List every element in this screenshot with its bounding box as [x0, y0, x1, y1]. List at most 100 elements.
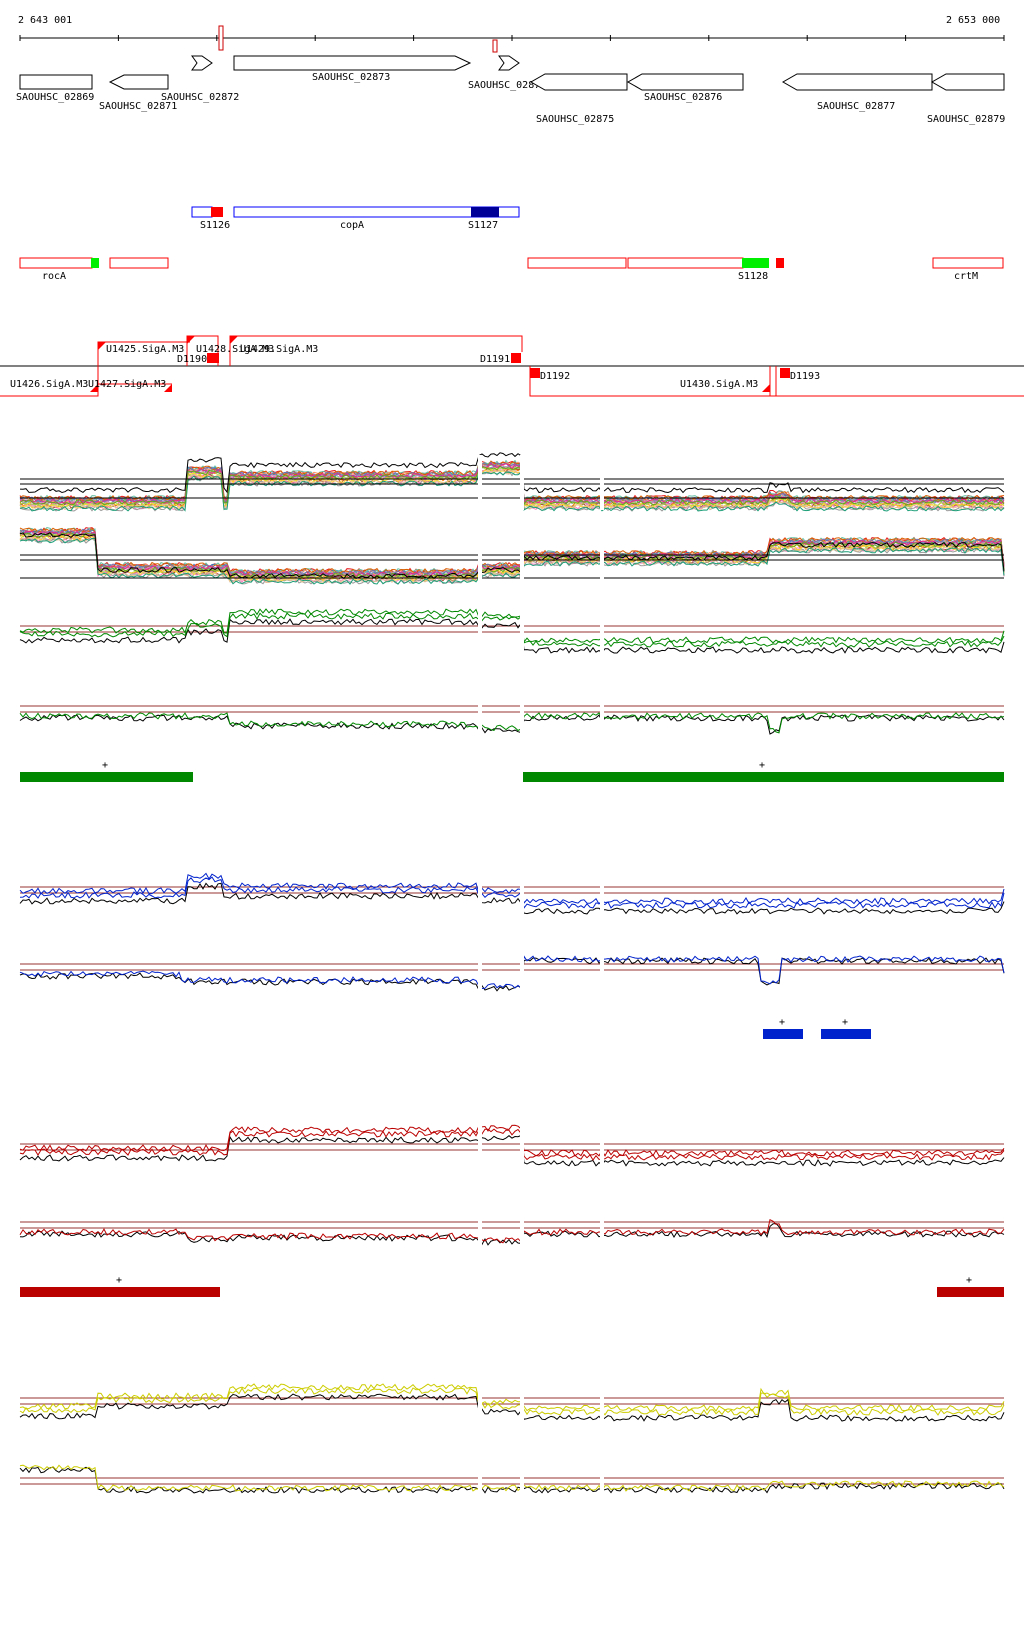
gene-label: SAOUHSC_02879 — [927, 114, 1005, 125]
feature-rocA[interactable] — [19, 257, 93, 269]
track-gap — [600, 1459, 604, 1509]
track-gap — [478, 945, 482, 995]
green-expression-track — [19, 607, 1005, 737]
segment-label: + — [116, 1275, 122, 1286]
gene-label: SAOUHSC_02875 — [536, 114, 614, 125]
track-gap — [600, 1379, 604, 1429]
track-gap — [478, 1459, 482, 1509]
condition-trace — [19, 714, 1005, 735]
gene-SAOUHSC_02874[interactable]: SAOUHSC_02874 — [468, 55, 546, 91]
track-gap — [600, 687, 604, 737]
tu-label: D1193 — [790, 371, 820, 382]
yellow-expression-track — [19, 1379, 1005, 1509]
condition-trace — [19, 460, 1005, 502]
red-segments: + + — [20, 1275, 1004, 1297]
feature-label: S1128 — [738, 271, 768, 282]
condition-trace — [19, 534, 1005, 582]
gene-SAOUHSC_02879[interactable]: SAOUHSC_02879 — [927, 73, 1005, 125]
gene-label: SAOUHSC_02871 — [99, 101, 177, 112]
track-gap — [478, 1379, 482, 1429]
gene-SAOUHSC_02872[interactable]: SAOUHSC_02872 — [161, 55, 239, 103]
condition-trace — [19, 1222, 1005, 1246]
gene-SAOUHSC_02877[interactable]: SAOUHSC_02877 — [781, 73, 933, 112]
track-gap — [600, 868, 604, 918]
condition-trace — [19, 608, 1005, 644]
gene-SAOUHSC_02873[interactable]: SAOUHSC_02873 — [233, 55, 472, 83]
track-gap — [520, 687, 524, 737]
track-gap — [600, 607, 604, 657]
feature-label: rocA — [42, 271, 66, 282]
track-gap — [478, 455, 482, 510]
gene-SAOUHSC_02871[interactable]: SAOUHSC_02871 — [99, 74, 177, 112]
coordinate-ruler: 2 643 001 2 653 000 — [18, 15, 1005, 53]
track-gap — [600, 945, 604, 995]
segment-label: + — [759, 760, 765, 771]
feature-box — [776, 258, 784, 268]
feature-box — [527, 257, 627, 269]
feature-box — [191, 206, 213, 218]
gene-label: SAOUHSC_02872 — [161, 92, 239, 103]
feature-box — [109, 257, 169, 269]
condition-trace — [19, 537, 1005, 585]
track-gap — [478, 607, 482, 657]
track-gap — [478, 868, 482, 918]
tu-label: U1426.SigA.M3 — [10, 379, 88, 390]
annotation-track-plus: S1126 copA S1127 — [191, 206, 520, 231]
tu-label: U1430.SigA.M3 — [680, 379, 758, 390]
condition-trace — [19, 1218, 1005, 1244]
track-gap — [600, 525, 604, 590]
track-gap — [600, 455, 604, 510]
feature-copA[interactable] — [233, 206, 520, 218]
track-gap — [520, 1379, 524, 1429]
tu-label: U1425.SigA.M3 — [106, 344, 184, 355]
segment-bar[interactable] — [821, 1029, 871, 1039]
ruler-start-label: 2 643 001 — [18, 15, 72, 26]
feature-S1126[interactable] — [211, 207, 223, 217]
condition-trace — [19, 712, 1005, 734]
condition-trace — [19, 882, 1005, 915]
condition-trace — [19, 452, 1005, 494]
segment-label: + — [966, 1275, 972, 1286]
gene-SAOUHSC_02876[interactable]: SAOUHSC_02876 — [626, 73, 744, 103]
condition-trace — [19, 1134, 1005, 1167]
segment-bar[interactable] — [20, 772, 193, 782]
condition-trace — [19, 465, 1005, 506]
condition-trace — [19, 876, 1005, 910]
gene-SAOUHSC_02875[interactable]: SAOUHSC_02875 — [529, 73, 628, 125]
feature-label: copA — [340, 220, 364, 231]
ruler-marker — [218, 25, 224, 51]
tu-label: D1191 — [480, 354, 510, 365]
feature-crtM[interactable] — [932, 257, 1004, 269]
feature-label: S1127 — [468, 220, 498, 231]
track-gap — [520, 1125, 524, 1175]
condition-trace — [19, 954, 1005, 990]
segment-bar[interactable] — [20, 1287, 220, 1297]
expression-multi-track — [19, 452, 1005, 590]
tu-label: U1427.SigA.M3 — [88, 379, 166, 390]
segment-bar[interactable] — [523, 772, 1004, 782]
gene-SAOUHSC_02869[interactable]: SAOUHSC_02869 — [16, 74, 94, 103]
segment-bar[interactable] — [763, 1029, 803, 1039]
green-segments: + + — [20, 760, 1004, 782]
track-gap — [520, 945, 524, 995]
tu-markers — [90, 336, 790, 392]
annotation-track-minus: rocA S1128 crtM — [19, 257, 1004, 282]
tu-track: U1425.SigA.M3 U1428.SigA.M3 U1429.SigA.M… — [0, 335, 1024, 397]
feature-S1128[interactable] — [742, 258, 769, 268]
segment-bar[interactable] — [937, 1287, 1004, 1297]
feature-label: S1126 — [200, 220, 230, 231]
feature-label: crtM — [954, 271, 978, 282]
condition-trace — [19, 612, 1005, 648]
track-gap — [520, 1203, 524, 1253]
track-gap — [478, 1203, 482, 1253]
multi-condition-minus — [19, 525, 1005, 590]
ruler-marker — [492, 39, 498, 53]
track-gap — [600, 1203, 604, 1253]
condition-trace — [19, 1393, 1005, 1422]
segment-label: + — [842, 1017, 848, 1028]
gene-label: SAOUHSC_02869 — [16, 92, 94, 103]
condition-trace — [19, 1464, 1005, 1492]
feature-box — [627, 257, 744, 269]
feature-S1127[interactable] — [471, 207, 499, 217]
gene-track: SAOUHSC_02869 SAOUHSC_02871 SAOUHSC_0287… — [16, 55, 1005, 125]
